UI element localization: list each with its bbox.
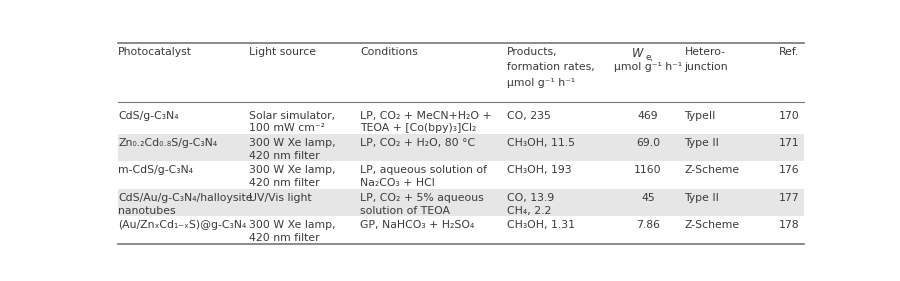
Text: m-CdS/g-C₃N₄: m-CdS/g-C₃N₄ (118, 166, 194, 176)
Text: 178: 178 (778, 221, 799, 230)
Text: LP, CO₂ + 5% aqueous
solution of TEOA: LP, CO₂ + 5% aqueous solution of TEOA (360, 193, 484, 216)
Text: e,: e, (645, 53, 653, 62)
Text: CH₃OH, 1.31: CH₃OH, 1.31 (507, 221, 574, 230)
Text: $W$: $W$ (631, 47, 644, 60)
Text: Light source: Light source (248, 47, 316, 57)
Text: Type II: Type II (684, 193, 719, 203)
Text: 176: 176 (778, 166, 799, 176)
Text: 177: 177 (778, 193, 799, 203)
Text: CO, 235: CO, 235 (507, 110, 551, 121)
Text: Z-Scheme: Z-Scheme (684, 166, 740, 176)
Text: 7.86: 7.86 (635, 221, 660, 230)
Text: μmol g⁻¹ h⁻¹: μmol g⁻¹ h⁻¹ (614, 62, 682, 72)
Text: CdS/g-C₃N₄: CdS/g-C₃N₄ (118, 110, 179, 121)
Text: CH₃OH, 11.5: CH₃OH, 11.5 (507, 138, 574, 148)
Text: 45: 45 (641, 193, 654, 203)
Text: 300 W Xe lamp,
420 nm filter: 300 W Xe lamp, 420 nm filter (248, 138, 335, 161)
Text: 171: 171 (778, 138, 799, 148)
Text: LP, CO₂ + MeCN+H₂O +
TEOA + [Co(bpy)₃]Cl₂: LP, CO₂ + MeCN+H₂O + TEOA + [Co(bpy)₃]Cl… (360, 110, 491, 133)
Bar (118, 189, 805, 216)
Text: CH₃OH, 193: CH₃OH, 193 (507, 166, 572, 176)
Text: 300 W Xe lamp,
420 nm filter: 300 W Xe lamp, 420 nm filter (248, 166, 335, 188)
Text: GP, NaHCO₃ + H₂SO₄: GP, NaHCO₃ + H₂SO₄ (360, 221, 474, 230)
Text: 469: 469 (637, 110, 658, 121)
Text: 170: 170 (778, 110, 799, 121)
Text: UV/Vis light: UV/Vis light (248, 193, 311, 203)
Text: junction: junction (684, 62, 728, 72)
Text: CdS/Au/g-C₃N₄/halloysite
nanotubes: CdS/Au/g-C₃N₄/halloysite nanotubes (118, 193, 253, 216)
Bar (118, 134, 805, 161)
Text: Conditions: Conditions (360, 47, 418, 57)
Text: LP, CO₂ + H₂O, 80 °C: LP, CO₂ + H₂O, 80 °C (360, 138, 475, 148)
Text: Ref.: Ref. (778, 47, 799, 57)
Text: 69.0: 69.0 (635, 138, 660, 148)
Text: formation rates,: formation rates, (507, 62, 594, 72)
Text: Z-Scheme: Z-Scheme (684, 221, 740, 230)
Text: Zn₀.₂Cd₀.₈S/g-C₃N₄: Zn₀.₂Cd₀.₈S/g-C₃N₄ (118, 138, 217, 148)
Text: LP, aqueous solution of
Na₂CO₃ + HCl: LP, aqueous solution of Na₂CO₃ + HCl (360, 166, 487, 188)
Text: 1160: 1160 (634, 166, 661, 176)
Text: μmol g⁻¹ h⁻¹: μmol g⁻¹ h⁻¹ (507, 78, 575, 88)
Text: 300 W Xe lamp,
420 nm filter: 300 W Xe lamp, 420 nm filter (248, 221, 335, 243)
Text: CO, 13.9
CH₄, 2.2: CO, 13.9 CH₄, 2.2 (507, 193, 554, 216)
Text: TypeII: TypeII (684, 110, 716, 121)
Text: Type II: Type II (684, 138, 719, 148)
Text: Photocatalyst: Photocatalyst (118, 47, 192, 57)
Text: Hetero-: Hetero- (684, 47, 725, 57)
Text: Solar simulator,
100 mW cm⁻²: Solar simulator, 100 mW cm⁻² (248, 110, 335, 133)
Text: (Au/ZnₓCd₁₋ₓS)@g-C₃N₄: (Au/ZnₓCd₁₋ₓS)@g-C₃N₄ (118, 221, 247, 230)
Text: Products,: Products, (507, 47, 557, 57)
